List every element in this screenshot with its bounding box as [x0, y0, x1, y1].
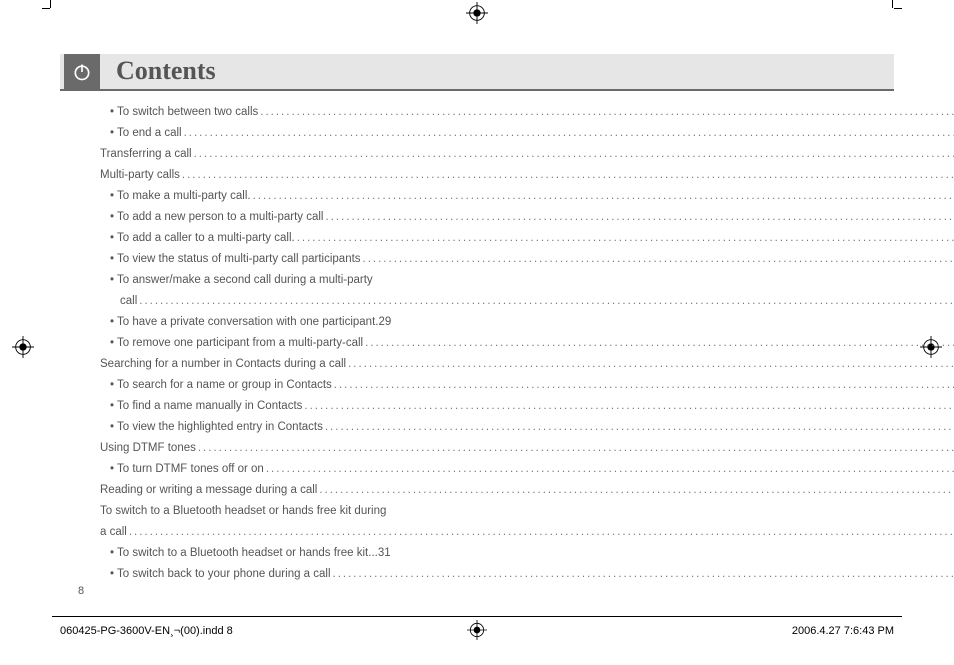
page-title: Contents — [116, 56, 216, 88]
toc-entry: • To switch to a Bluetooth headset or ha… — [100, 543, 954, 564]
toc-leader-dots: ........................................… — [198, 438, 954, 459]
toc-entry: call....................................… — [100, 291, 954, 312]
registration-mark-icon — [12, 336, 34, 358]
toc-entry-label: call — [120, 291, 137, 312]
toc-entry: • To view the highlighted entry in Conta… — [100, 417, 954, 438]
toc-entry-label: • To view the highlighted entry in Conta… — [110, 417, 323, 438]
toc-leader-dots: ........................................… — [363, 249, 954, 270]
toc-leader-dots: ........................................… — [319, 480, 954, 501]
toc-entry-label: a call — [100, 522, 127, 543]
document-page: Contents • To switch between two calls..… — [0, 0, 954, 665]
toc-entry: • To find a name manually in Contacts...… — [100, 396, 954, 417]
toc-entry: • To remove one participant from a multi… — [100, 333, 954, 354]
toc-leader-dots: ........................................… — [182, 165, 954, 186]
toc-entry-label: • To remove one participant from a multi… — [110, 333, 363, 354]
toc-entry-label: • To find a name manually in Contacts — [110, 396, 302, 417]
page-number: 8 — [78, 585, 84, 597]
toc-entry-page: .29 — [375, 312, 391, 333]
header-underline — [60, 89, 894, 91]
toc-entry: • To switch back to your phone during a … — [100, 564, 954, 585]
footer: 060425-PG-3600V-EN¸¬(00).indd 8 2006.4.2… — [60, 625, 894, 637]
toc-leader-dots: ........................................… — [334, 375, 954, 396]
registration-mark-icon — [466, 2, 488, 24]
toc-entry-label: • To end a call — [110, 123, 182, 144]
toc-entry-label: Searching for a number in Contacts durin… — [100, 354, 346, 375]
toc-leader-dots: ........................................… — [325, 207, 954, 228]
toc-entry: Multi-party calls.......................… — [100, 165, 954, 186]
toc-entry: a call..................................… — [100, 522, 954, 543]
registration-mark-icon — [467, 620, 487, 643]
toc-entry: Transferring a call.....................… — [100, 144, 954, 165]
crop-mark — [50, 0, 51, 8]
toc-entry: Reading or writing a message during a ca… — [100, 480, 954, 501]
toc-entry-label: To switch to a Bluetooth headset or hand… — [100, 501, 386, 522]
toc-leader-dots: ........................................… — [348, 354, 954, 375]
toc-leader-dots: ........................................… — [184, 123, 954, 144]
toc-entry: • To view the status of multi-party call… — [100, 249, 954, 270]
toc-entry: • To switch between two calls...........… — [100, 102, 954, 123]
toc-leader-dots: ........................................… — [194, 144, 954, 165]
crop-mark — [894, 8, 902, 9]
toc-entry-label: • To switch between two calls — [110, 102, 258, 123]
footer-left: 060425-PG-3600V-EN¸¬(00).indd 8 — [60, 625, 233, 637]
toc-entry: Searching for a number in Contacts durin… — [100, 354, 954, 375]
toc-leader-dots: ........................................… — [260, 102, 954, 123]
toc-entry-label: • To make a multi-party call. — [110, 186, 251, 207]
toc-entry: • To have a private conversation with on… — [100, 312, 954, 333]
toc-entry: • To search for a name or group in Conta… — [100, 375, 954, 396]
toc-entry: • To add a caller to a multi-party call.… — [100, 228, 954, 249]
toc-entry-label: • To have a private conversation with on… — [110, 312, 375, 333]
toc-entry-label: • To turn DTMF tones off or on — [110, 459, 264, 480]
toc-entry-label: • To add a new person to a multi-party c… — [110, 207, 323, 228]
toc-entry-label: Multi-party calls — [100, 165, 180, 186]
toc-entry-label: Using DTMF tones — [100, 438, 196, 459]
toc-entry-label: • To search for a name or group in Conta… — [110, 375, 332, 396]
toc-leader-dots: ........................................… — [297, 228, 954, 249]
footer-right: 2006.4.27 7:6:43 PM — [792, 625, 894, 637]
toc-entry-label: • To switch back to your phone during a … — [110, 564, 331, 585]
header-bar: Contents — [60, 54, 894, 90]
toc-entry-page: ...31 — [368, 543, 390, 564]
toc-leader-dots: ........................................… — [139, 291, 954, 312]
toc-leader-dots: ........................................… — [325, 417, 954, 438]
toc-entry-label: Transferring a call — [100, 144, 192, 165]
toc-entry-label: • To answer/make a second call during a … — [110, 270, 373, 291]
toc-entry: • To add a new person to a multi-party c… — [100, 207, 954, 228]
footer-rule — [52, 616, 902, 617]
toc-leader-dots: ........................................… — [365, 333, 954, 354]
toc-leader-dots: ........................................… — [304, 396, 954, 417]
power-icon — [64, 54, 100, 90]
toc-entry-label: Reading or writing a message during a ca… — [100, 480, 317, 501]
toc-leader-dots: ........................................… — [253, 186, 954, 207]
crop-mark — [892, 0, 893, 8]
toc-entry-label: • To add a caller to a multi-party call. — [110, 228, 295, 249]
toc-leader-dots: ........................................… — [333, 564, 954, 585]
toc-entry-label: • To view the status of multi-party call… — [110, 249, 361, 270]
toc-entry: Using DTMF tones........................… — [100, 438, 954, 459]
toc-left-column: • To switch between two calls...........… — [100, 102, 954, 585]
toc-leader-dots: ........................................… — [266, 459, 954, 480]
toc-columns: • To switch between two calls...........… — [100, 102, 894, 585]
toc-entry: To switch to a Bluetooth headset or hand… — [100, 501, 954, 522]
toc-entry: • To make a multi-party call............… — [100, 186, 954, 207]
toc-leader-dots: ........................................… — [129, 522, 954, 543]
toc-entry-label: • To switch to a Bluetooth headset or ha… — [110, 543, 368, 564]
toc-entry: • To end a call.........................… — [100, 123, 954, 144]
crop-mark — [42, 8, 50, 9]
toc-entry: • To answer/make a second call during a … — [100, 270, 954, 291]
toc-entry: • To turn DTMF tones off or on..........… — [100, 459, 954, 480]
